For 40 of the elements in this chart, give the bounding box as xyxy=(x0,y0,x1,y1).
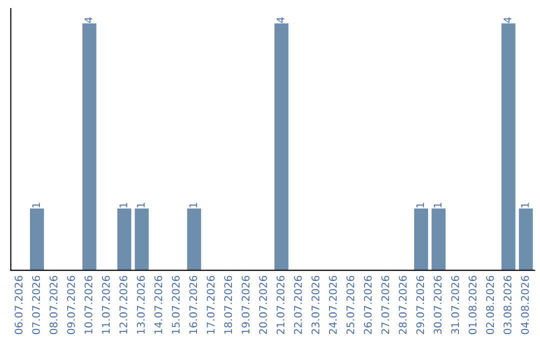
x-tick-label: 17.07.2026 xyxy=(206,276,215,334)
x-tick-label: 18.07.2026 xyxy=(224,276,232,334)
data-label: 4 xyxy=(504,17,512,23)
x-tick-label: 09.07.2026 xyxy=(67,276,75,334)
x-tick-label: 24.07.2026 xyxy=(328,276,337,334)
data-label: 1 xyxy=(32,202,40,208)
x-tick-label: 07.07.2026 xyxy=(32,276,40,334)
x-tick-label: 08.07.2026 xyxy=(50,276,58,334)
x-tick-label: 03.08.2026 xyxy=(504,276,512,334)
data-label: 1 xyxy=(189,202,198,208)
x-tick-label: 23.07.2026 xyxy=(311,276,320,334)
data-label: 1 xyxy=(416,202,424,208)
x-tick-label: 01.08.2026 xyxy=(468,276,477,334)
x-tick-label: 25.07.2026 xyxy=(346,276,354,334)
x-tick-label: 16.07.2026 xyxy=(189,276,198,334)
x-tick-label: 22.07.2026 xyxy=(294,276,302,334)
x-tick-label: 28.07.2026 xyxy=(398,276,407,334)
data-label: 4 xyxy=(276,17,284,23)
data-label: 1 xyxy=(521,202,529,208)
x-tick-label: 26.07.2026 xyxy=(364,276,372,334)
x-tick-label: 11.07.2026 xyxy=(102,276,110,334)
x-tick-label: 14.07.2026 xyxy=(154,276,162,334)
x-tick-label: 27.07.2026 xyxy=(381,276,390,334)
data-label: 4 xyxy=(84,17,92,23)
x-tick-label: 31.07.2026 xyxy=(451,276,460,334)
x-tick-label: 12.07.2026 xyxy=(119,276,128,334)
x-tick-label: 13.07.2026 xyxy=(136,276,145,334)
x-tick-label: 10.07.2026 xyxy=(84,276,92,334)
x-tick-label: 20.07.2026 xyxy=(259,276,267,334)
x-tick-label: 15.07.2026 xyxy=(172,276,180,334)
x-tick-label: 29.07.2026 xyxy=(416,276,424,334)
x-tick-label: 21.07.2026 xyxy=(276,276,284,334)
x-tick-label: 04.08.2026 xyxy=(521,276,529,334)
x-tick-label: 19.07.2026 xyxy=(242,276,250,334)
data-label: 1 xyxy=(120,202,128,208)
x-tick-label: 30.07.2026 xyxy=(434,276,442,334)
data-label: 1 xyxy=(434,202,442,208)
x-tick-label: 06.07.2026 xyxy=(14,276,23,334)
x-tick-label: 02.08.2026 xyxy=(486,276,494,334)
data-label: 1 xyxy=(137,202,145,208)
